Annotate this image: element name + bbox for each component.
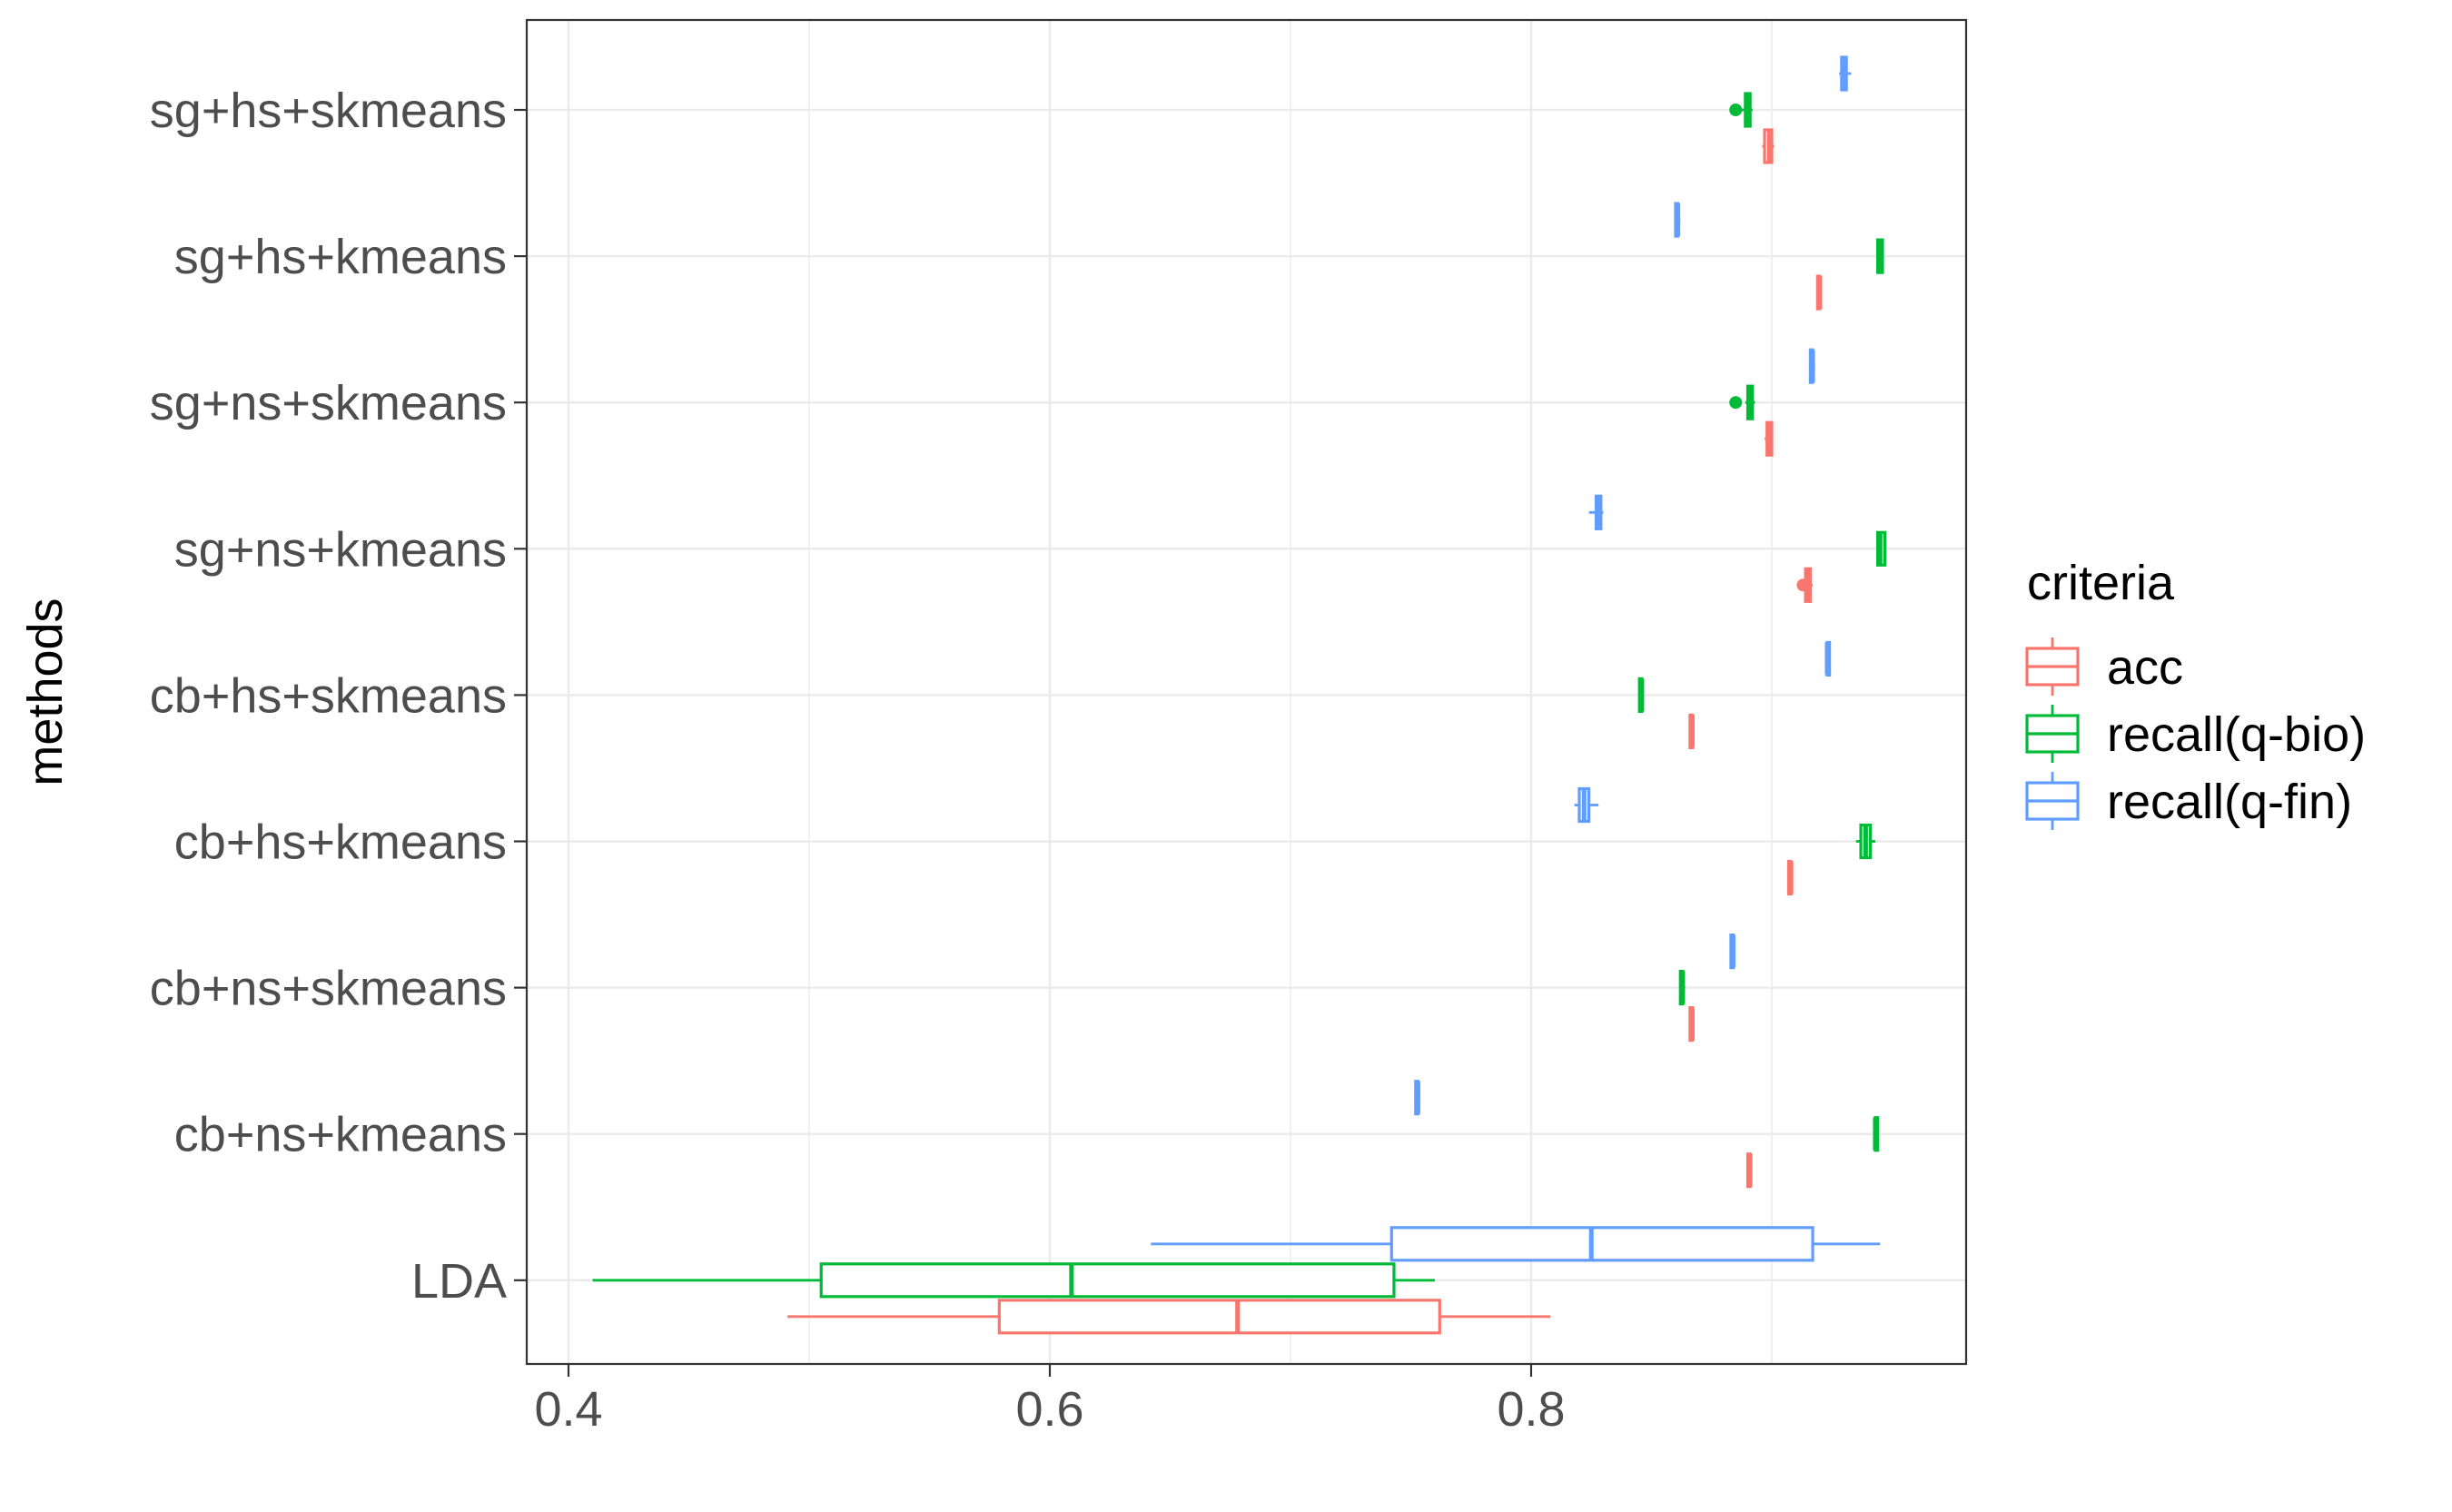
outlier-point [1729, 104, 1743, 116]
y-axis-title: methods [18, 598, 73, 786]
box-acc-cb+hs+kmeans [1786, 859, 1794, 896]
box-recall(q-bio)-sg+hs+kmeans [1876, 238, 1884, 274]
box-acc-cb+hs+skmeans [1688, 713, 1696, 750]
category-label: cb+ns+skmeans [150, 962, 507, 1016]
box-iqr [819, 1262, 1396, 1299]
box-recall(q-fin)-cb+hs+skmeans [1824, 640, 1832, 677]
x-axis: 0.4 0.6 0.8 [534, 1364, 1566, 1437]
box-acc-cb+ns+kmeans [1745, 1152, 1753, 1189]
box-iqr [997, 1299, 1441, 1335]
box-acc-sg+ns+kmeans [1796, 567, 1814, 603]
outlier-point [1796, 578, 1810, 592]
box-recall(q-bio)-sg+ns+kmeans [1876, 530, 1887, 567]
legend-item: recall(q-fin) [2025, 772, 2352, 830]
box-recall(q-fin)-sg+ns+kmeans [1588, 494, 1604, 530]
box-iqr [1389, 1226, 1814, 1262]
y-axis: sg+hs+skmeans sg+hs+kmeans sg+ns+skmeans sg… [150, 84, 527, 1309]
category-label: sg+ns+skmeans [150, 376, 507, 430]
box-recall(q-bio)-LDA [592, 1262, 1435, 1299]
x-tick-label: 0.6 [1015, 1382, 1083, 1437]
box-acc-sg+hs+skmeans [1762, 128, 1775, 164]
box-recall(q-bio)-cb+hs+skmeans [1637, 677, 1645, 714]
legend-label: recall(q-fin) [2107, 775, 2352, 829]
legend-title: criteria [2027, 556, 2175, 610]
box-acc-cb+ns+skmeans [1688, 1005, 1696, 1043]
box-recall(q-fin)-sg+hs+kmeans [1674, 202, 1681, 238]
box-recall(q-fin)-cb+hs+kmeans [1574, 786, 1599, 824]
category-label: cb+hs+skmeans [150, 668, 507, 723]
outlier-point [1729, 396, 1743, 410]
box-recall(q-fin)-sg+hs+skmeans [1839, 55, 1852, 92]
legend-item: recall(q-bio) [2025, 705, 2366, 763]
x-tick-label: 0.4 [534, 1382, 602, 1437]
category-label: sg+hs+kmeans [174, 230, 507, 284]
box-recall(q-fin)-cb+ns+skmeans [1729, 933, 1736, 970]
box-marks [592, 55, 1887, 1335]
box-acc-LDA [787, 1299, 1551, 1335]
legend-item: acc [2025, 637, 2183, 696]
plot-border [525, 18, 1968, 1366]
box-recall(q-bio)-cb+ns+skmeans [1678, 969, 1686, 1006]
box-recall(q-fin)-cb+ns+kmeans [1414, 1080, 1421, 1116]
box-acc-sg+hs+kmeans [1815, 274, 1823, 311]
category-label: LDA [411, 1254, 507, 1309]
box-recall(q-bio)-cb+hs+kmeans [1855, 823, 1875, 860]
legend-label: acc [2107, 640, 2183, 695]
box-acc-sg+ns+skmeans [1765, 420, 1774, 457]
legend: criteria acc recall(q-bio) recall(q-fin) [2025, 556, 2366, 830]
box-recall(q-fin)-sg+ns+skmeans [1808, 348, 1815, 384]
box-recall(q-bio)-sg+ns+skmeans [1729, 384, 1755, 420]
box-recall(q-fin)-LDA [1151, 1226, 1881, 1262]
x-tick-label: 0.8 [1497, 1382, 1565, 1437]
legend-label: recall(q-bio) [2107, 707, 2366, 762]
category-label: sg+ns+kmeans [174, 522, 507, 577]
box-recall(q-bio)-sg+hs+skmeans [1729, 92, 1753, 128]
category-label: cb+hs+kmeans [174, 815, 507, 870]
category-label: cb+ns+kmeans [174, 1108, 507, 1162]
plot-panel [527, 20, 1966, 1364]
category-label: sg+hs+skmeans [150, 84, 507, 138]
box-recall(q-bio)-cb+ns+kmeans [1873, 1116, 1880, 1152]
